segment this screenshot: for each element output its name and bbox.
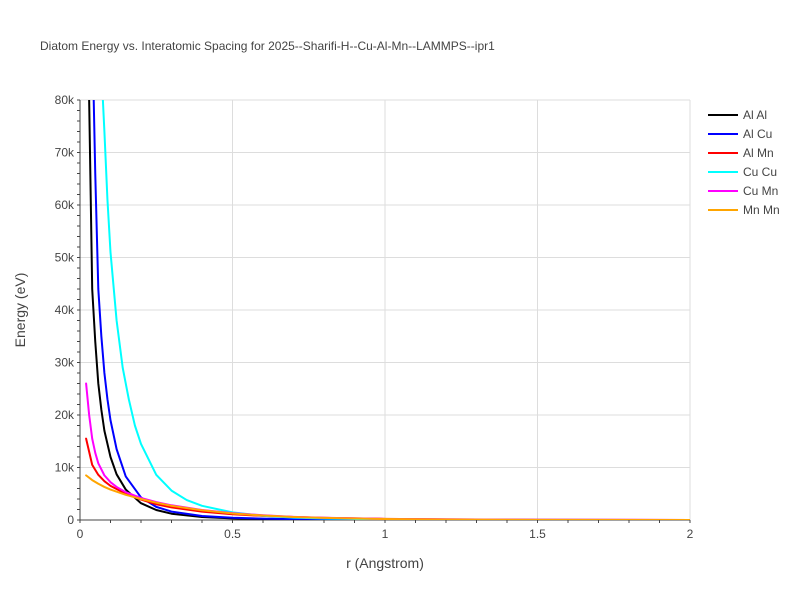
legend-item-cu-cu[interactable]: Cu Cu <box>708 165 777 179</box>
series-line-mn-mn <box>85 474 690 520</box>
x-tick-label: 2 <box>687 527 694 541</box>
series-group <box>85 100 690 520</box>
x-tick-label: 0.5 <box>224 527 241 541</box>
legend[interactable]: Al Al Al Cu Al Mn Cu Cu Cu Mn Mn Mn <box>708 108 780 217</box>
grid <box>80 99 691 520</box>
chart-title: Diatom Energy vs. Interatomic Spacing fo… <box>40 39 495 53</box>
y-tick-label: 50k <box>55 251 75 265</box>
legend-label: Cu Cu <box>743 165 777 179</box>
legend-label: Cu Mn <box>743 184 778 198</box>
y-tick-label: 20k <box>55 408 75 422</box>
legend-label: Al Mn <box>743 146 774 160</box>
legend-label: Al Cu <box>743 127 772 141</box>
x-tick-label: 1.5 <box>529 527 546 541</box>
tick-labels: 0 0.5 1 1.5 2 0 10k 20k 30k 40k 50k 60k 70k 80k <box>55 93 694 541</box>
legend-item-mn-mn[interactable]: Mn Mn <box>708 203 780 217</box>
legend-item-cu-mn[interactable]: Cu Mn <box>708 184 778 198</box>
plot-area <box>85 100 690 520</box>
legend-label: Al Al <box>743 108 767 122</box>
y-axis-title: Energy (eV) <box>12 273 28 348</box>
legend-label: Mn Mn <box>743 203 780 217</box>
y-tick-label: 70k <box>55 146 75 160</box>
y-tick-label: 10k <box>55 461 75 475</box>
legend-item-al-cu[interactable]: Al Cu <box>708 127 772 141</box>
y-tick-label: 60k <box>55 198 75 212</box>
x-axis-title: r (Angstrom) <box>346 555 424 571</box>
y-tick-label: 0 <box>67 513 74 527</box>
legend-item-al-al[interactable]: Al Al <box>708 108 767 122</box>
y-tick-label: 30k <box>55 356 75 370</box>
x-tick-label: 1 <box>382 527 389 541</box>
y-tick-label: 40k <box>55 303 75 317</box>
y-tick-label: 80k <box>55 93 75 107</box>
x-tick-label: 0 <box>77 527 84 541</box>
legend-item-al-mn[interactable]: Al Mn <box>708 146 774 160</box>
